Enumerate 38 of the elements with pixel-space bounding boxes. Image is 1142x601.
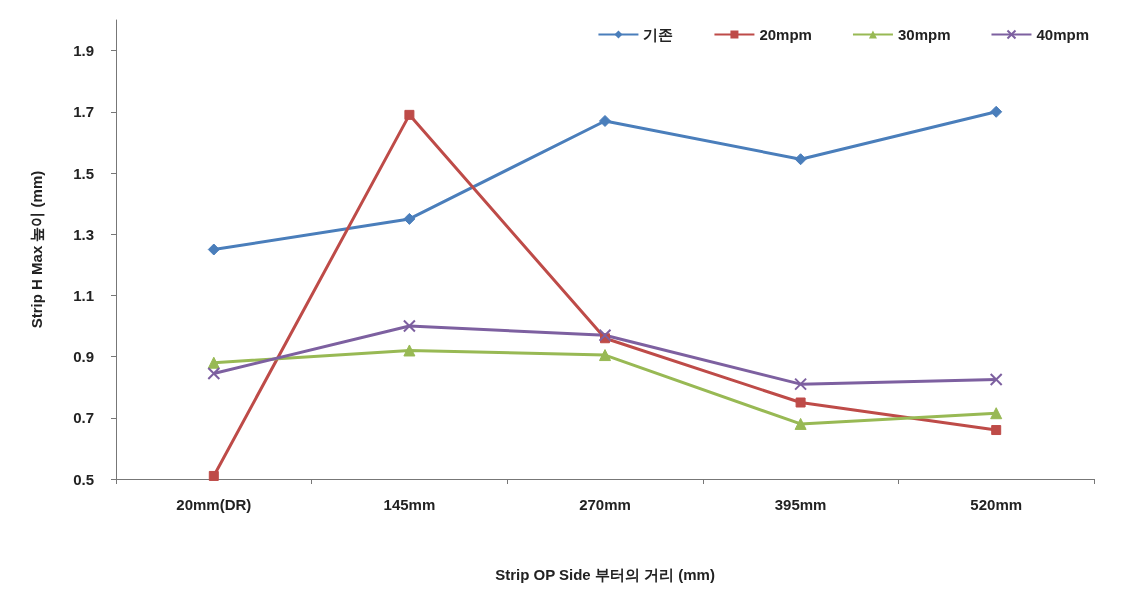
point bbox=[599, 114, 611, 127]
x-tick-label: 270mm bbox=[579, 496, 631, 513]
point bbox=[403, 212, 416, 225]
y-tick-label: 0.5 bbox=[73, 470, 94, 488]
point bbox=[794, 377, 808, 391]
point bbox=[208, 470, 219, 481]
x-tick-label: 20mm(DR) bbox=[176, 496, 252, 513]
x-tick-label: 145mm bbox=[383, 496, 436, 513]
y-axis-title: Strip H Max 높이 (mm) bbox=[28, 170, 45, 329]
point bbox=[207, 243, 220, 256]
point bbox=[598, 328, 612, 342]
point bbox=[991, 425, 1002, 436]
point bbox=[990, 105, 1003, 118]
x-axis-title: Strip OP Side 부터의 거리 (mm) bbox=[495, 566, 715, 583]
point bbox=[990, 407, 1003, 420]
y-tick-label: 0.7 bbox=[73, 409, 94, 427]
point bbox=[989, 373, 1003, 387]
point bbox=[207, 366, 221, 380]
point bbox=[794, 417, 807, 430]
point bbox=[599, 349, 611, 362]
legend-label: 40mpm bbox=[1036, 26, 1090, 43]
point bbox=[403, 344, 416, 357]
y-tick-label: 1.1 bbox=[73, 286, 94, 304]
legend-label: 20mpm bbox=[759, 26, 812, 43]
point bbox=[795, 397, 806, 408]
y-tick-label: 1.7 bbox=[73, 103, 94, 121]
x-tick-label: 520mm bbox=[970, 496, 1023, 513]
y-tick-label: 0.9 bbox=[73, 348, 94, 366]
y-tick-label: 1.3 bbox=[73, 225, 94, 243]
y-tick-label: 1.9 bbox=[73, 42, 94, 60]
point bbox=[404, 109, 415, 120]
legend-label: 기존 bbox=[643, 26, 674, 43]
point bbox=[794, 153, 807, 166]
point bbox=[402, 319, 416, 333]
x-tick-label: 395mm bbox=[774, 496, 827, 513]
point bbox=[207, 356, 220, 369]
y-tick-label: 1.5 bbox=[73, 164, 94, 182]
legend-label: 30mpm bbox=[897, 26, 951, 43]
